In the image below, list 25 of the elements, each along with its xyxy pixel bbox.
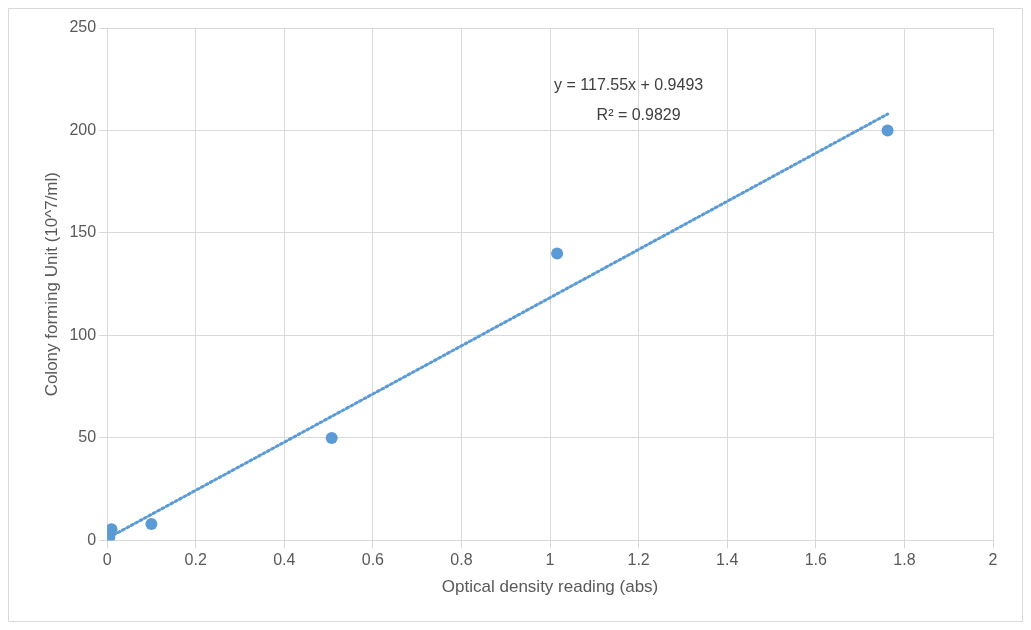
x-tick-label: 1.4 <box>716 551 739 569</box>
point <box>881 124 894 137</box>
y-axis-title: Colony forming Unit (10^7/ml) <box>41 172 61 397</box>
y-tick-label: 100 <box>69 325 97 343</box>
x-tick-label: 1 <box>545 551 555 569</box>
y-tick-label: 50 <box>78 428 97 446</box>
point <box>551 247 564 260</box>
x-tick-label: 2 <box>988 551 998 569</box>
x-tick-label: 0 <box>102 551 112 569</box>
y-tick-label: 0 <box>87 530 97 548</box>
y-tick-label: 200 <box>69 120 97 138</box>
x-tick-label: 0.2 <box>184 551 207 569</box>
annotation: y = 117.55x + 0.9493 <box>554 76 704 94</box>
point <box>145 518 158 530</box>
x-tick-label: 1.6 <box>804 551 828 569</box>
x-tick-label: 1.8 <box>893 551 916 569</box>
point <box>325 431 338 444</box>
y-tick-label: 150 <box>69 223 97 241</box>
x-axis-title: Optical density reading (abs) <box>441 577 659 597</box>
x-tick-label: 0.4 <box>273 551 296 569</box>
annotation: R² = 0.9829 <box>596 106 681 124</box>
x-tick-label: 0.8 <box>450 551 473 569</box>
y-tick-label: 250 <box>69 18 97 36</box>
x-tick-label: 1.2 <box>627 551 650 569</box>
x-tick-label: 0.6 <box>361 551 385 569</box>
